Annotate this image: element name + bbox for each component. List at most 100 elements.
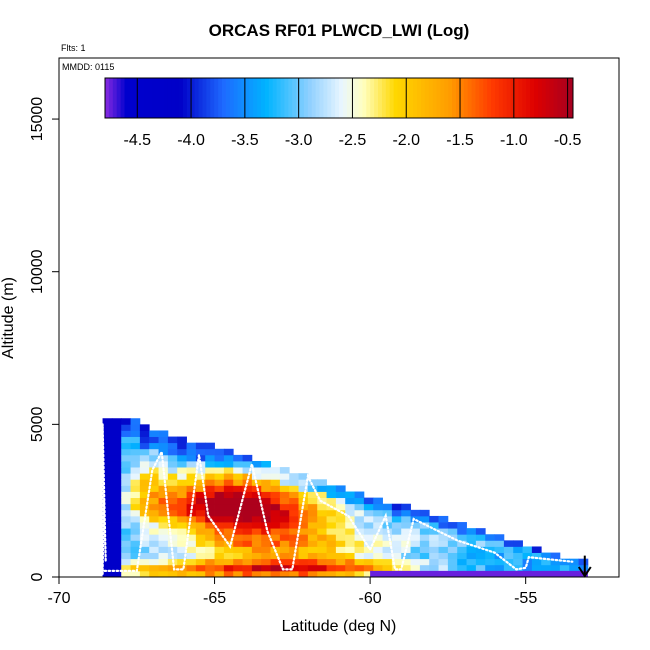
- heatmap-cell: [139, 467, 150, 474]
- colorbar-segment: [358, 78, 363, 118]
- colorbar-segment: [249, 78, 254, 118]
- heatmap-cell: [513, 546, 523, 553]
- heatmap-cell: [345, 558, 355, 566]
- colorbar-segment: [537, 78, 543, 118]
- heatmap-cell: [177, 460, 187, 468]
- heatmap-cell: [149, 467, 159, 474]
- colorbar-segment: [214, 78, 219, 118]
- heatmap-cell: [242, 546, 253, 553]
- heatmap-cell: [363, 546, 374, 553]
- heatmap-cell: [466, 552, 477, 560]
- heatmap-cell: [139, 454, 150, 462]
- heatmap-cell: [177, 448, 187, 456]
- x-axis: -70 -65 -60 -55: [47, 577, 537, 607]
- heatmap-cell: [177, 570, 187, 578]
- heatmap-cell: [186, 467, 197, 474]
- heatmap-cell: [354, 515, 365, 523]
- heatmap-cell: [195, 448, 206, 456]
- heatmap-cell: [373, 509, 383, 517]
- heatmap-cell: [223, 552, 234, 560]
- heatmap-cell: [382, 534, 393, 541]
- heatmap-cell: [111, 552, 122, 560]
- colorbar-segment: [288, 78, 293, 118]
- heatmap-cell: [205, 497, 215, 505]
- heatmap-cell: [111, 460, 122, 468]
- heatmap-cell: [419, 558, 430, 566]
- heatmap-cell: [149, 546, 159, 553]
- heatmap-cell: [111, 436, 122, 444]
- heatmap-cell: [130, 528, 141, 535]
- heatmap-cell: [317, 564, 327, 572]
- heatmap-cell: [130, 497, 141, 505]
- heatmap-cell: [513, 564, 523, 572]
- heatmap-cell: [270, 558, 281, 566]
- heatmap-cell: [223, 479, 234, 486]
- heatmap-cell: [550, 558, 561, 566]
- heatmap-cell: [503, 552, 514, 560]
- heatmap-cell: [149, 528, 159, 535]
- heatmap-cell: [130, 552, 141, 560]
- colorbar-segment: [459, 78, 465, 118]
- colorbar-segment: [420, 78, 426, 118]
- heatmap-cell: [401, 540, 411, 547]
- heatmap-cell: [121, 503, 131, 511]
- heatmap-cell: [233, 485, 243, 492]
- heatmap-cell: [121, 430, 131, 437]
- heatmap-cell: [326, 509, 337, 517]
- heatmap-cell: [158, 522, 169, 529]
- heatmap-cell: [102, 570, 113, 578]
- heatmap-cell: [177, 558, 187, 566]
- colorbar-segment: [303, 78, 309, 118]
- heatmap-cell: [214, 534, 225, 541]
- heatmap-cell: [102, 552, 113, 560]
- heatmap-cell: [270, 479, 281, 486]
- colorbar-segment: [194, 78, 200, 118]
- heatmap-cell: [307, 540, 318, 547]
- heatmap-cell: [429, 515, 439, 523]
- colorbar-segment: [144, 78, 149, 118]
- heatmap-cell: [167, 522, 178, 529]
- heatmap-cell: [111, 522, 122, 529]
- heatmap-cell: [270, 503, 281, 511]
- heatmap-cell: [186, 546, 197, 553]
- heatmap-cell: [158, 497, 169, 505]
- heatmap-cell: [186, 473, 197, 480]
- heatmap-cell: [279, 485, 290, 492]
- heatmap-cell: [121, 540, 131, 547]
- heatmap-cell: [158, 546, 169, 553]
- colorbar-segment: [397, 78, 402, 118]
- heatmap-cell: [149, 448, 159, 456]
- heatmap-cell: [335, 497, 346, 505]
- heatmap-cell: [279, 528, 290, 535]
- colorbar-segment: [428, 78, 434, 118]
- colorbar-segment: [261, 78, 266, 118]
- heatmap-cell: [130, 564, 141, 572]
- heatmap-cell: [102, 430, 113, 437]
- heatmap-cell: [111, 503, 122, 511]
- heatmap-cell: [149, 442, 159, 450]
- heatmap-cell: [186, 540, 197, 547]
- colorbar-segment: [405, 78, 410, 118]
- heatmap-cell: [401, 503, 411, 511]
- colorbar-segment: [253, 78, 258, 118]
- heatmap-cell: [541, 564, 551, 572]
- colorbar-segment: [284, 78, 289, 118]
- heatmap-cell: [401, 558, 411, 566]
- heatmap-cell: [139, 424, 150, 431]
- heatmap-cell: [457, 564, 467, 572]
- heatmap-cell: [177, 534, 187, 541]
- heatmap-cell: [149, 497, 159, 505]
- heatmap-cell: [177, 497, 187, 505]
- heatmap-cell: [438, 528, 449, 535]
- heatmap-cell: [429, 522, 439, 529]
- heatmap-cell: [158, 552, 169, 560]
- heatmap-cell: [345, 491, 355, 499]
- colorbar-segment: [424, 78, 430, 118]
- heatmap-cell: [298, 552, 309, 560]
- heatmap-cell: [177, 467, 187, 474]
- heatmap-cell: [541, 552, 551, 560]
- heatmap-cell: [457, 534, 467, 541]
- heatmap-cell: [167, 509, 178, 517]
- heatmap-cell: [223, 509, 234, 517]
- colorbar-segment: [417, 78, 422, 118]
